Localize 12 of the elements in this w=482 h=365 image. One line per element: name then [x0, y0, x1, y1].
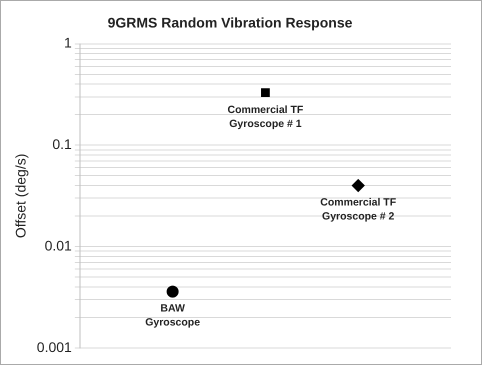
- y-tick-label: 0.01: [44, 237, 72, 254]
- series-label: Commercial TF Gyroscope # 1: [227, 104, 304, 130]
- y-tick-label: 0.1: [52, 136, 72, 152]
- point: [352, 179, 365, 192]
- point: [261, 88, 270, 98]
- chart-title: 9GRMS Random Vibration Response: [108, 14, 353, 30]
- y-tick-label: 0.001: [36, 338, 72, 355]
- y-tick-label: 1: [64, 34, 72, 51]
- y-axis-title: Offset (deg/s): [12, 154, 28, 238]
- series-label: Commercial TF Gyroscope # 2: [320, 196, 397, 223]
- series-label: BAW Gyroscope: [145, 302, 200, 329]
- point: [166, 286, 179, 298]
